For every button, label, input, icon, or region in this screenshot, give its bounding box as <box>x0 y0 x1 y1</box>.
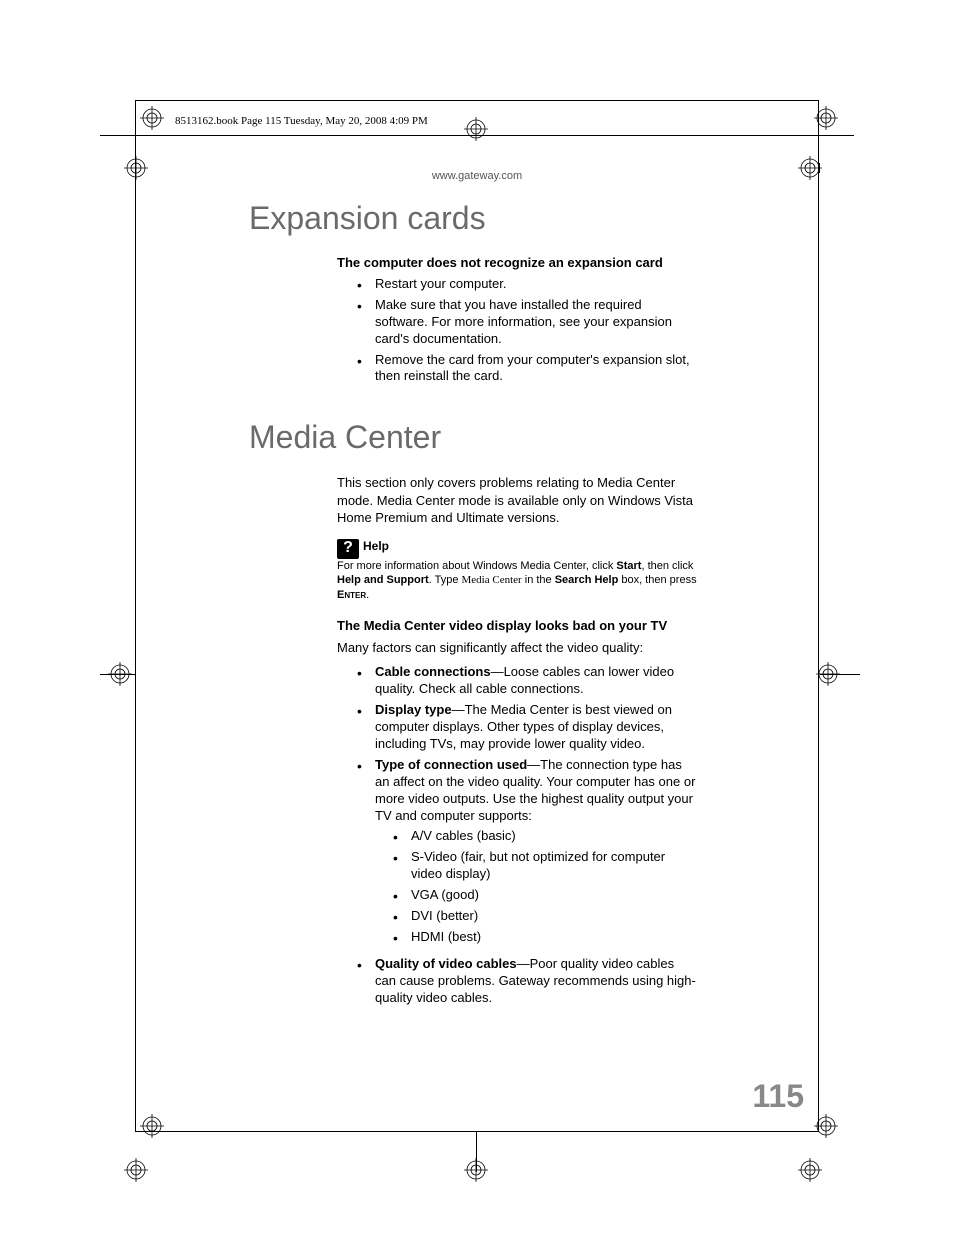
page-number: 115 <box>752 1078 804 1115</box>
list-item: Quality of video cables—Poor quality vid… <box>357 956 697 1007</box>
registration-mark-icon <box>124 1158 148 1182</box>
section-title-media: Media Center <box>249 419 699 456</box>
expansion-bullets: Restart your computer. Make sure that yo… <box>357 276 697 385</box>
registration-mark-icon <box>798 1158 822 1182</box>
registration-mark-icon <box>464 117 488 141</box>
help-title: Help <box>363 539 389 553</box>
help-text: box, then press <box>618 574 696 586</box>
registration-mark-icon <box>814 106 838 130</box>
connections-list: A/V cables (basic) S-Video (fair, but no… <box>393 828 697 945</box>
factor-label: Type of connection used <box>375 757 527 772</box>
subhead-media-tv: The Media Center video display looks bad… <box>337 618 697 633</box>
help-callout: ? Help For more information about Windows… <box>337 539 697 602</box>
list-item: Restart your computer. <box>357 276 697 293</box>
help-term: Media Center <box>462 574 522 586</box>
help-body: For more information about Windows Media… <box>337 559 697 602</box>
factor-label: Display type <box>375 702 452 717</box>
list-item: Remove the card from your computer's exp… <box>357 352 697 386</box>
factor-label: Cable connections <box>375 664 491 679</box>
help-text: in the <box>522 574 555 586</box>
factors-list: Cable connections—Loose cables can lower… <box>357 664 697 1006</box>
list-item: HDMI (best) <box>393 929 697 946</box>
list-item: Make sure that you have installed the re… <box>357 297 697 348</box>
list-item: S-Video (fair, but not optimized for com… <box>393 849 697 883</box>
registration-mark-icon <box>140 106 164 130</box>
header-url: www.gateway.com <box>0 170 954 182</box>
help-icon: ? <box>337 539 359 559</box>
help-text: , then click <box>641 560 693 572</box>
media-intro: This section only covers problems relati… <box>337 474 697 527</box>
list-item: Type of connection used—The connection t… <box>357 757 697 946</box>
help-key: Help and Support <box>337 574 429 586</box>
help-key: Enter <box>337 589 366 601</box>
help-text: . Type <box>429 574 462 586</box>
help-text: . <box>366 589 369 601</box>
factor-label: Quality of video cables <box>375 956 517 971</box>
registration-mark-icon <box>814 1114 838 1138</box>
help-key: Start <box>616 560 641 572</box>
help-key: Search Help <box>555 574 619 586</box>
list-item: VGA (good) <box>393 887 697 904</box>
list-item: Display type—The Media Center is best vi… <box>357 702 697 753</box>
list-item: A/V cables (basic) <box>393 828 697 845</box>
registration-mark-icon <box>140 1114 164 1138</box>
subhead-expansion: The computer does not recognize an expan… <box>337 255 697 270</box>
main-content: Expansion cards The computer does not re… <box>249 200 699 1016</box>
list-item: Cable connections—Loose cables can lower… <box>357 664 697 698</box>
media-lead: Many factors can significantly affect th… <box>337 639 697 657</box>
help-text: For more information about Windows Media… <box>337 560 616 572</box>
page-header-meta: 8513162.book Page 115 Tuesday, May 20, 2… <box>175 115 428 127</box>
section-title-expansion: Expansion cards <box>249 200 699 237</box>
list-item: DVI (better) <box>393 908 697 925</box>
